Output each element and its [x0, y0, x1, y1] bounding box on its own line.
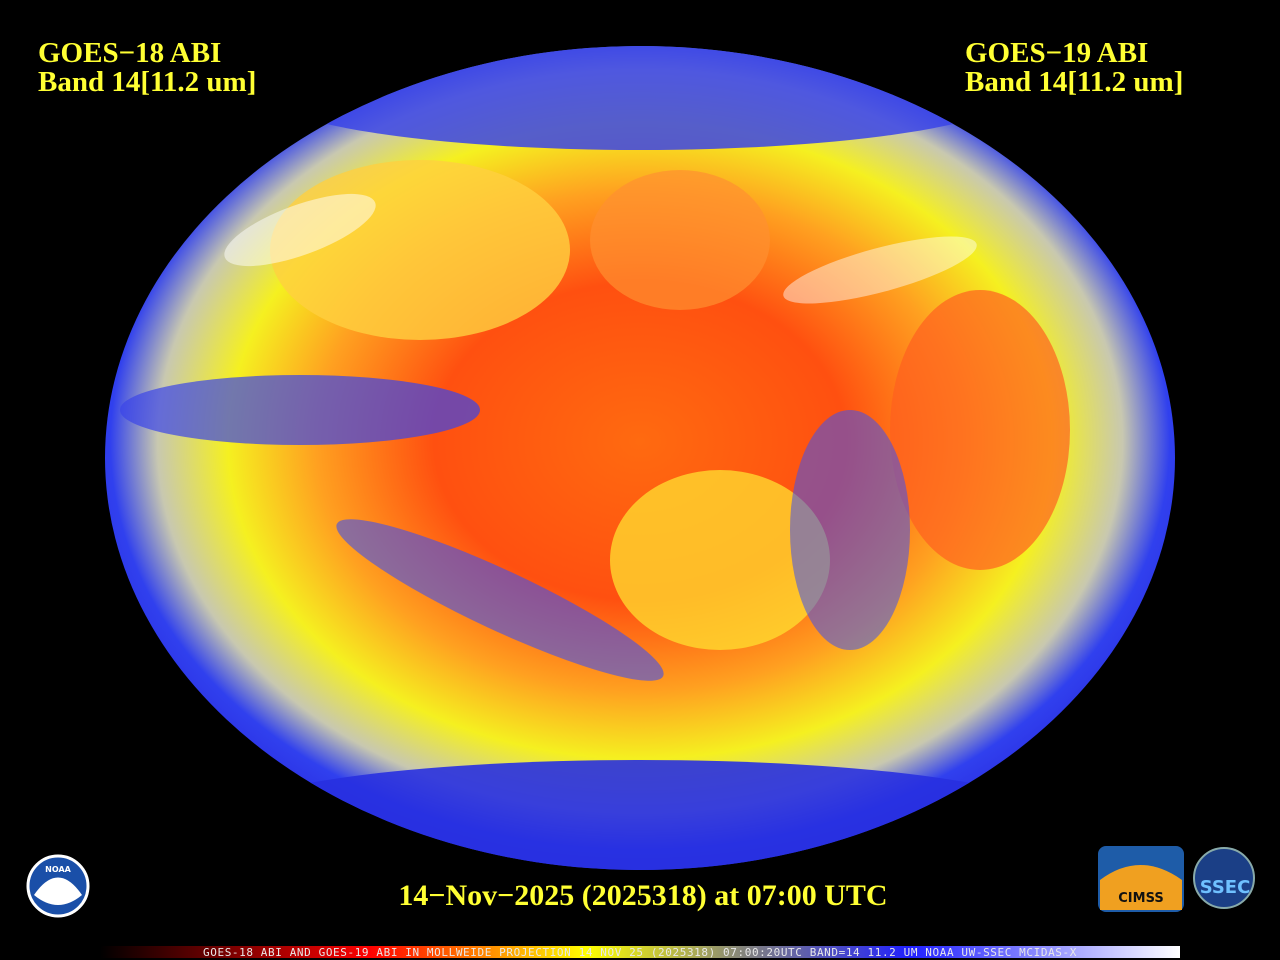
timestamp: 14−Nov−2025 (2025318) at 07:00 UTC [398, 879, 887, 912]
left-title: GOES−18 ABI [38, 37, 221, 69]
cimss-label: CIMSS [1118, 891, 1163, 906]
ssec-logo: SSEC [1193, 847, 1255, 909]
noaa-logo: NOAA [26, 854, 90, 918]
footer-caption: GOES-18 ABI AND GOES-19 ABI IN MOLLWEIDE… [203, 946, 1077, 959]
noaa-label: NOAA [45, 865, 71, 874]
color-bar [100, 946, 1180, 958]
right-subtitle: Band 14[11.2 um] [965, 66, 1183, 98]
left-subtitle: Band 14[11.2 um] [38, 66, 256, 98]
ssec-label: SSEC [1200, 877, 1251, 898]
cimss-logo: CIMSS [1098, 846, 1184, 912]
right-title: GOES−19 ABI [965, 37, 1148, 69]
